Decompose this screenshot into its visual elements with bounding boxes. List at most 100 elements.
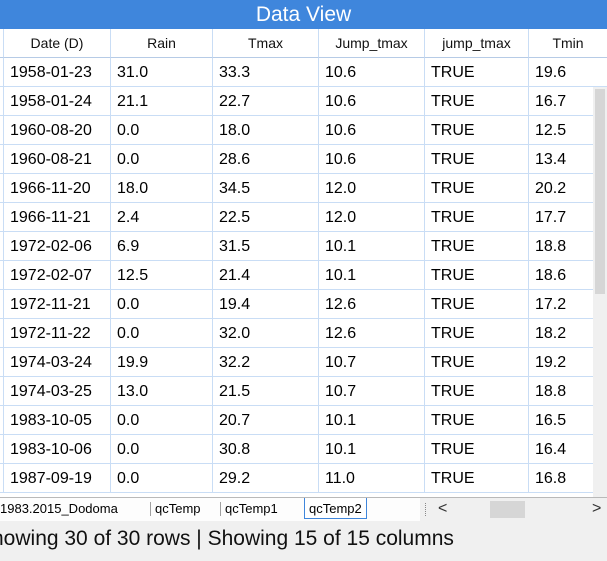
cell-tmax[interactable]: 21.4: [213, 261, 319, 290]
cell-jump-tmax-flag[interactable]: TRUE: [425, 232, 529, 261]
row-header-cell[interactable]: [0, 348, 4, 377]
scroll-right-arrow-icon[interactable]: >: [592, 500, 602, 517]
cell-jump-tmax-flag[interactable]: TRUE: [425, 87, 529, 116]
cell-date[interactable]: 1966-11-21: [4, 203, 111, 232]
row-header-cell[interactable]: [0, 464, 4, 493]
row-header-cell[interactable]: [0, 58, 4, 87]
row-header-cell[interactable]: [0, 87, 4, 116]
cell-tmax[interactable]: 20.7: [213, 406, 319, 435]
cell-tmin[interactable]: 18.6: [529, 261, 607, 290]
row-header-cell[interactable]: [0, 261, 4, 290]
vertical-scrollbar[interactable]: [593, 87, 607, 497]
column-header-rain[interactable]: Rain: [111, 29, 213, 58]
cell-jump-tmax-flag[interactable]: TRUE: [425, 319, 529, 348]
cell-tmin[interactable]: 17.2: [529, 290, 607, 319]
table-row[interactable]: 1972-11-22 0.0 32.0 12.6 TRUE 18.2: [0, 319, 607, 348]
cell-jump-tmax-flag[interactable]: TRUE: [425, 464, 529, 493]
cell-tmin[interactable]: 16.4: [529, 435, 607, 464]
cell-date[interactable]: 1960-08-20: [4, 116, 111, 145]
column-header-jump-tmax[interactable]: Jump_tmax: [319, 29, 425, 58]
cell-tmin[interactable]: 12.5: [529, 116, 607, 145]
tab-1983-2015-dodoma[interactable]: 1983.2015_Dodoma: [0, 501, 118, 516]
horizontal-scroll-thumb[interactable]: [490, 501, 525, 518]
column-header-tmin[interactable]: Tmin: [529, 29, 607, 58]
tab-qctemp2[interactable]: qcTemp2: [304, 498, 367, 519]
cell-date[interactable]: 1966-11-20: [4, 174, 111, 203]
row-header-cell[interactable]: [0, 406, 4, 435]
cell-jump-tmax-flag[interactable]: TRUE: [425, 203, 529, 232]
cell-rain[interactable]: 0.0: [111, 406, 213, 435]
cell-tmax[interactable]: 29.2: [213, 464, 319, 493]
table-row[interactable]: 1972-02-06 6.9 31.5 10.1 TRUE 18.8: [0, 232, 607, 261]
cell-rain[interactable]: 0.0: [111, 116, 213, 145]
cell-rain[interactable]: 18.0: [111, 174, 213, 203]
cell-tmin[interactable]: 16.7: [529, 87, 607, 116]
cell-jump-tmax-flag[interactable]: TRUE: [425, 377, 529, 406]
cell-rain[interactable]: 13.0: [111, 377, 213, 406]
row-header-cell[interactable]: [0, 377, 4, 406]
cell-tmin[interactable]: 18.8: [529, 232, 607, 261]
cell-jump-tmax[interactable]: 10.6: [319, 145, 425, 174]
cell-rain[interactable]: 21.1: [111, 87, 213, 116]
cell-tmax[interactable]: 19.4: [213, 290, 319, 319]
cell-jump-tmax[interactable]: 11.0: [319, 464, 425, 493]
row-header-cell[interactable]: [0, 435, 4, 464]
table-row[interactable]: 1960-08-20 0.0 18.0 10.6 TRUE 12.5: [0, 116, 607, 145]
cell-tmax[interactable]: 22.5: [213, 203, 319, 232]
cell-rain[interactable]: 0.0: [111, 290, 213, 319]
cell-date[interactable]: 1974-03-24: [4, 348, 111, 377]
cell-jump-tmax[interactable]: 10.1: [319, 435, 425, 464]
cell-jump-tmax[interactable]: 12.0: [319, 203, 425, 232]
cell-tmax[interactable]: 22.7: [213, 87, 319, 116]
cell-jump-tmax-flag[interactable]: TRUE: [425, 145, 529, 174]
cell-tmax[interactable]: 28.6: [213, 145, 319, 174]
cell-tmin[interactable]: 16.8: [529, 464, 607, 493]
cell-rain[interactable]: 0.0: [111, 145, 213, 174]
cell-jump-tmax-flag[interactable]: TRUE: [425, 58, 529, 87]
cell-tmin[interactable]: 18.8: [529, 377, 607, 406]
cell-date[interactable]: 1972-02-07: [4, 261, 111, 290]
cell-tmax[interactable]: 32.0: [213, 319, 319, 348]
cell-jump-tmax-flag[interactable]: TRUE: [425, 261, 529, 290]
tab-qctemp1[interactable]: qcTemp1: [225, 501, 278, 516]
row-header-cell[interactable]: [0, 203, 4, 232]
table-row[interactable]: 1958-01-23 31.0 33.3 10.6 TRUE 19.6: [0, 58, 607, 87]
cell-jump-tmax[interactable]: 10.6: [319, 58, 425, 87]
cell-jump-tmax[interactable]: 10.6: [319, 87, 425, 116]
row-header-cell[interactable]: [0, 319, 4, 348]
column-header-date[interactable]: Date (D): [4, 29, 111, 58]
cell-jump-tmax-flag[interactable]: TRUE: [425, 116, 529, 145]
cell-jump-tmax[interactable]: 10.1: [319, 232, 425, 261]
cell-jump-tmax-flag[interactable]: TRUE: [425, 435, 529, 464]
cell-tmin[interactable]: 13.4: [529, 145, 607, 174]
cell-date[interactable]: 1987-09-19: [4, 464, 111, 493]
row-header-cell[interactable]: [0, 145, 4, 174]
cell-date[interactable]: 1972-11-22: [4, 319, 111, 348]
cell-rain[interactable]: 0.0: [111, 435, 213, 464]
cell-date[interactable]: 1972-11-21: [4, 290, 111, 319]
table-row[interactable]: 1958-01-24 21.1 22.7 10.6 TRUE 16.7: [0, 87, 607, 116]
cell-tmin[interactable]: 18.2: [529, 319, 607, 348]
cell-rain[interactable]: 0.0: [111, 319, 213, 348]
cell-jump-tmax[interactable]: 10.7: [319, 348, 425, 377]
cell-rain[interactable]: 6.9: [111, 232, 213, 261]
cell-date[interactable]: 1958-01-23: [4, 58, 111, 87]
cell-rain[interactable]: 2.4: [111, 203, 213, 232]
row-header-cell[interactable]: [0, 232, 4, 261]
table-row[interactable]: 1972-02-07 12.5 21.4 10.1 TRUE 18.6: [0, 261, 607, 290]
cell-date[interactable]: 1960-08-21: [4, 145, 111, 174]
column-header-tmax[interactable]: Tmax: [213, 29, 319, 58]
cell-jump-tmax[interactable]: 12.0: [319, 174, 425, 203]
row-header-cell[interactable]: [0, 290, 4, 319]
cell-tmin[interactable]: 19.6: [529, 58, 607, 87]
cell-jump-tmax[interactable]: 12.6: [319, 319, 425, 348]
cell-jump-tmax-flag[interactable]: TRUE: [425, 348, 529, 377]
cell-rain[interactable]: 0.0: [111, 464, 213, 493]
table-row[interactable]: 1983-10-05 0.0 20.7 10.1 TRUE 16.5: [0, 406, 607, 435]
table-row[interactable]: 1987-09-19 0.0 29.2 11.0 TRUE 16.8: [0, 464, 607, 493]
cell-jump-tmax[interactable]: 10.1: [319, 261, 425, 290]
cell-rain[interactable]: 31.0: [111, 58, 213, 87]
row-header-cell[interactable]: [0, 29, 4, 58]
cell-date[interactable]: 1958-01-24: [4, 87, 111, 116]
cell-rain[interactable]: 12.5: [111, 261, 213, 290]
